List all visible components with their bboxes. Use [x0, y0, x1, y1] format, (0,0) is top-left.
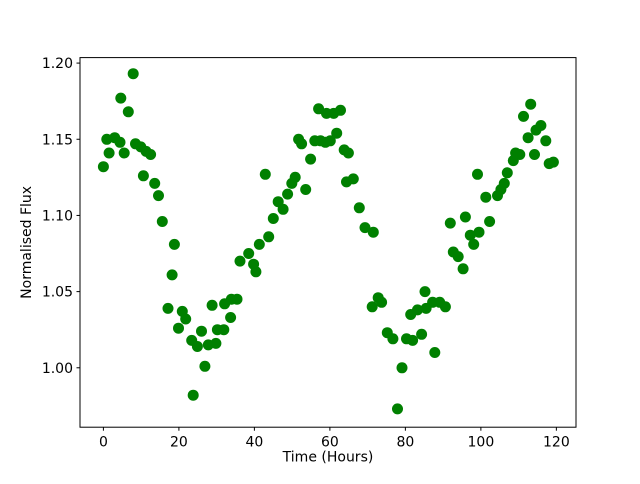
data-point [353, 202, 365, 214]
x-tick-label: 120 [543, 435, 570, 451]
data-point [289, 171, 301, 183]
data-point [168, 238, 180, 250]
data-point [196, 325, 207, 337]
data-point [468, 238, 480, 250]
data-point [359, 222, 371, 234]
data-point [166, 269, 178, 281]
x-tick-label: 80 [396, 435, 414, 451]
y-tick-label: 1.15 [42, 132, 73, 148]
x-tick-label: 40 [245, 435, 263, 451]
data-point [300, 184, 312, 195]
data-point [522, 132, 534, 144]
data-point [452, 251, 464, 263]
data-point [324, 135, 336, 147]
data-point [342, 147, 354, 159]
data-point [118, 147, 130, 159]
x-axis-label: Time (Hours) [282, 450, 374, 466]
data-point [231, 293, 243, 305]
data-point [234, 255, 246, 267]
data-point [103, 147, 115, 159]
data-point [396, 362, 408, 374]
data-point [218, 324, 230, 336]
x-tick-label: 100 [468, 435, 495, 451]
data-point [225, 312, 237, 323]
data-point [540, 135, 552, 147]
data-point [191, 341, 203, 352]
data-point [525, 98, 537, 110]
data-point [331, 127, 343, 139]
data-point [243, 248, 255, 259]
y-tick-label: 1.20 [42, 56, 73, 72]
data-point [206, 299, 218, 311]
data-point [535, 120, 547, 131]
data-point [366, 301, 378, 313]
x-tick-label: 60 [321, 435, 339, 451]
data-point [480, 191, 492, 203]
plot-border [79, 57, 577, 428]
data-point [145, 149, 157, 160]
data-point [547, 156, 559, 168]
data-point [180, 313, 192, 325]
data-point [367, 226, 379, 238]
scatter-points [97, 68, 559, 415]
data-point [444, 217, 456, 229]
data-point [529, 149, 540, 160]
data-point [122, 106, 134, 118]
data-point [97, 161, 109, 173]
x-tick-label: 0 [99, 435, 108, 451]
data-point [439, 301, 451, 313]
data-point [518, 110, 529, 122]
data-point [376, 296, 388, 308]
data-point [472, 168, 483, 180]
data-point [392, 403, 403, 415]
data-point [127, 68, 139, 80]
data-point [407, 334, 419, 346]
data-point [464, 229, 476, 241]
data-point [419, 286, 431, 298]
data-point [387, 333, 399, 345]
axis-tick-labels: 0 20 40 60 80 100 120 1.00 1.05 1.10 1.15 1.20 [42, 56, 570, 451]
data-point [459, 211, 471, 223]
data-point [473, 226, 485, 238]
data-point [253, 238, 265, 250]
data-point [156, 216, 168, 227]
data-point [282, 188, 294, 200]
data-point [514, 149, 526, 160]
plot-frame [79, 57, 577, 428]
data-point [347, 173, 359, 185]
data-point [429, 347, 441, 358]
data-point [498, 177, 510, 189]
data-point [187, 389, 199, 401]
x-tick-label: 20 [170, 435, 188, 451]
data-point [173, 322, 184, 334]
data-point [263, 231, 275, 243]
data-point [457, 263, 469, 275]
data-point [305, 153, 317, 165]
y-tick-label: 1.10 [42, 208, 73, 224]
data-point [137, 170, 149, 182]
y-tick-label: 1.00 [42, 361, 73, 377]
data-point [296, 138, 308, 150]
data-point [501, 167, 513, 179]
data-point [149, 177, 161, 189]
y-tick-label: 1.05 [42, 285, 73, 301]
data-point [335, 104, 346, 116]
data-point [115, 92, 127, 104]
data-point [416, 328, 428, 340]
data-point [277, 203, 289, 215]
data-point [199, 360, 211, 372]
data-point [412, 304, 423, 316]
data-point [259, 168, 271, 180]
data-point [114, 136, 126, 148]
axis-ticks [76, 62, 557, 431]
data-point [250, 266, 262, 278]
data-point [484, 216, 496, 227]
y-axis-label: Normalised Flux [19, 186, 35, 299]
data-point [267, 213, 279, 224]
data-point [210, 337, 222, 349]
data-point [153, 190, 164, 202]
data-point [162, 302, 174, 314]
